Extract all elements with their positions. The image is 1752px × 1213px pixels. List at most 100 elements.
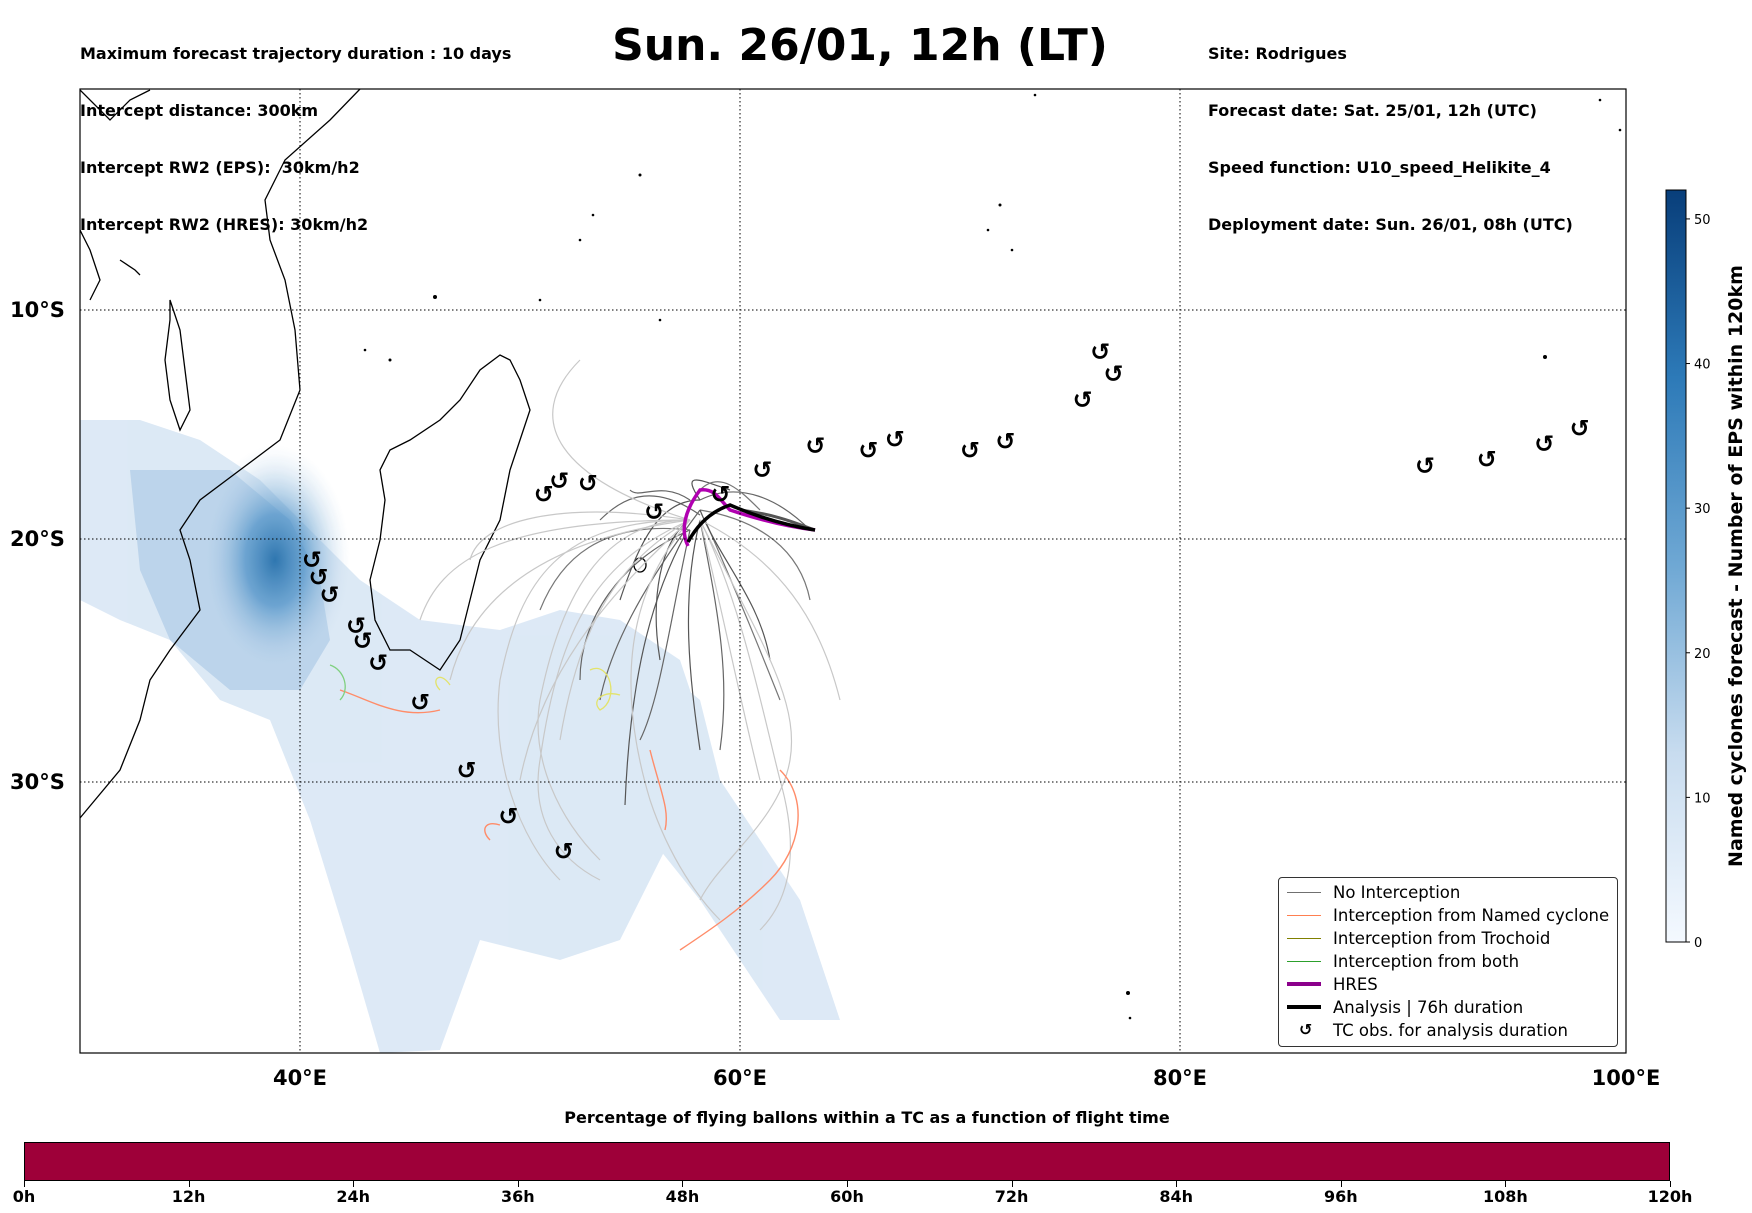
legend-item-named-cyclone: Interception from Named cyclone [1279, 905, 1617, 927]
time-tick-label: 48h [665, 1187, 700, 1206]
colorbar-tick-label: 20 [1694, 647, 1711, 662]
legend-item-tc-obs: ↺ TC obs. for analysis duration [1279, 1020, 1617, 1042]
legend-label: Interception from Named cyclone [1333, 906, 1610, 925]
lon-label-80e: 80°E [1153, 1066, 1207, 1090]
time-tick [517, 1181, 519, 1187]
colorbar-tick-label: 50 [1694, 213, 1711, 228]
time-tick [847, 1181, 848, 1187]
tc-obs-marker: ↺ [858, 437, 878, 465]
tc-obs-marker: ↺ [1073, 386, 1093, 414]
header-left-line: Intercept distance: 300km [80, 101, 319, 120]
legend-swatch [1287, 1005, 1321, 1009]
legend: No Interception Interception from Named … [1278, 877, 1618, 1047]
colorbar-tick-label: 30 [1694, 502, 1711, 517]
time-tick-label: 12h [171, 1187, 206, 1206]
colorbar-tick-label: 40 [1694, 358, 1711, 373]
trajectory-map: ↺↺↺↺↺↺↺↺↺↺↺↺ ↺↺↺↺↺ ↺ ↺ ↺ ↺↺↺↺↺ ↺↺↺ 10°S 20°S 3… [10, 88, 1747, 1090]
legend-swatch [1287, 915, 1321, 916]
gridlines [80, 89, 1626, 1053]
tc-obs-marker: ↺ [353, 627, 373, 655]
time-tick-label: 120h [1647, 1187, 1693, 1206]
tc-observations: ↺↺↺↺↺↺↺↺↺↺↺↺ ↺↺↺↺↺ ↺ ↺ ↺ ↺↺↺↺↺ ↺↺↺ [302, 338, 1590, 866]
time-tick-label: 36h [500, 1187, 535, 1206]
legend-label: No Interception [1333, 883, 1461, 902]
tc-obs-marker: ↺ [1477, 445, 1497, 473]
no-interception-trajectories [419, 359, 841, 931]
time-colorbar [24, 1142, 1670, 1181]
tc-obs-marker: ↺ [346, 612, 366, 640]
tc-obs-marker: ↺ [549, 467, 569, 495]
header-left-line: Intercept RW2 (EPS): 30km/h2 [80, 158, 360, 177]
tc-obs-marker: ↺ [410, 688, 430, 716]
tc-obs-marker: ↺ [1090, 338, 1110, 366]
tc-obs-marker: ↺ [1415, 452, 1435, 480]
legend-swatch [1287, 982, 1321, 986]
coastlines [80, 89, 647, 819]
tc-obs-marker: ↺ [805, 432, 825, 460]
lat-label-10s: 10°S [10, 298, 65, 322]
eps-colorbar-label: Named cyclones forecast - Number of EPS … [1725, 265, 1747, 867]
header-right-line: Site: Rodrigues [1208, 44, 1347, 63]
time-tick-label: 24h [336, 1187, 371, 1206]
named-cyclone-interception-trajectories [339, 689, 799, 951]
header-right-info: Site: Rodrigues Forecast date: Sat. 25/0… [1208, 6, 1573, 253]
legend-label: Interception from both [1333, 952, 1520, 971]
time-tick-label: 96h [1323, 1187, 1358, 1206]
both-interception-trajectories [329, 664, 346, 701]
tc-obs-marker: ↺ [578, 469, 598, 497]
legend-item-both: Interception from both [1279, 951, 1617, 973]
legend-swatch [1287, 892, 1321, 893]
lat-label-30s: 30°S [10, 770, 65, 794]
time-tick [1176, 1181, 1178, 1187]
trochoid-interception-trajectories [435, 667, 621, 711]
legend-item-trochoid: Interception from Trochoid [1279, 928, 1617, 950]
legend-label: Interception from Trochoid [1333, 929, 1551, 948]
time-tick [1340, 1181, 1342, 1187]
eps-density-field [80, 420, 840, 1053]
time-tick-label: 60h [830, 1187, 864, 1206]
tc-obs-marker: ↺ [554, 837, 574, 865]
tc-obs-marker: ↺ [534, 480, 554, 508]
time-tick [682, 1181, 684, 1187]
time-tick [188, 1181, 190, 1187]
tc-obs-marker: ↺ [308, 564, 328, 592]
legend-label: HRES [1333, 975, 1378, 994]
time-tick [1670, 1181, 1671, 1187]
tc-obs-marker: ↺ [368, 649, 388, 677]
legend-item-analysis: Analysis | 76h duration [1279, 997, 1617, 1019]
time-tick-label: 0h [12, 1187, 36, 1206]
tc-obs-marker: ↺ [885, 426, 905, 454]
tc-obs-marker: ↺ [302, 546, 322, 574]
tc-obs-marker: ↺ [1534, 430, 1554, 458]
legend-item-no-interception: No Interception [1279, 882, 1617, 904]
analysis-trajectory [686, 503, 816, 543]
time-tick-label: 108h [1482, 1187, 1528, 1206]
tc-obs-marker: ↺ [1570, 415, 1590, 443]
tc-obs-marker: ↺ [320, 581, 340, 609]
lon-label-100e: 100°E [1592, 1066, 1661, 1090]
header-right-line: Forecast date: Sat. 25/01, 12h (UTC) [1208, 101, 1537, 120]
legend-label: Analysis | 76h duration [1333, 998, 1524, 1017]
page-title: Sun. 26/01, 12h (LT) [612, 20, 1108, 71]
tc-obs-marker: ↺ [644, 498, 664, 526]
eps-colorbar [1665, 189, 1687, 943]
time-tick [1011, 1181, 1013, 1187]
small-islands [363, 93, 1622, 1020]
legend-swatch [1287, 961, 1321, 962]
header-left-info: Maximum forecast trajectory duration : 1… [80, 6, 511, 253]
lon-label-40e: 40°E [273, 1066, 327, 1090]
header-left-line: Maximum forecast trajectory duration : 1… [80, 44, 512, 63]
lon-label-60e: 60°E [713, 1066, 767, 1090]
cyclone-symbol-icon: ↺ [1299, 1020, 1313, 1039]
tc-obs-marker: ↺ [498, 802, 518, 830]
header-right-line: Deployment date: Sun. 26/01, 08h (UTC) [1208, 215, 1573, 234]
map-content: ↺↺↺↺↺↺↺↺↺↺↺↺ ↺↺↺↺↺ ↺ ↺ ↺ ↺↺↺↺↺ ↺↺↺ [80, 89, 1626, 1053]
colorbar-tick-label: 10 [1694, 791, 1711, 806]
time-tick [353, 1181, 355, 1187]
colorbar-tick-label: 0 [1694, 936, 1702, 951]
tc-obs-marker: ↺ [710, 480, 730, 508]
tc-obs-marker: ↺ [456, 756, 476, 784]
time-colorbar-title: Percentage of flying ballons within a TC… [564, 1108, 1170, 1127]
tc-obs-marker: ↺ [1104, 360, 1124, 388]
tc-obs-marker: ↺ [960, 437, 980, 465]
